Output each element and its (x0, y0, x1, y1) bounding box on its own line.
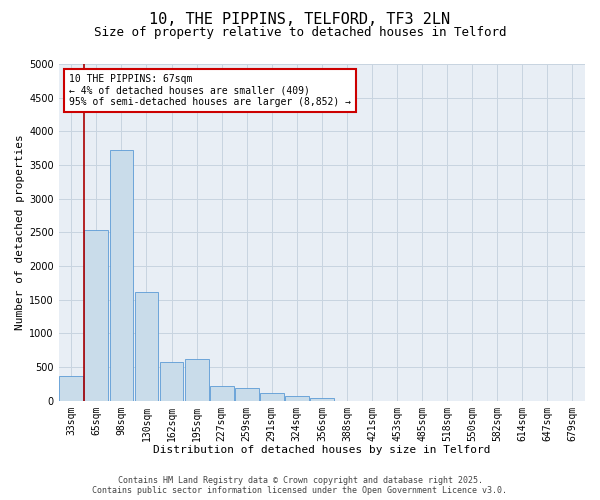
Bar (85, 230, 108, 400)
Bar (134, 292, 158, 401)
Bar (59, 376, 83, 400)
Bar (210, 386, 233, 400)
Bar (310, 398, 334, 400)
Bar (260, 394, 284, 400)
Bar (160, 362, 184, 401)
Text: 10, THE PIPPINS, TELFORD, TF3 2LN: 10, THE PIPPINS, TELFORD, TF3 2LN (149, 12, 451, 28)
Bar (285, 396, 309, 400)
Bar (185, 359, 209, 401)
Y-axis label: Number of detached properties: Number of detached properties (15, 134, 25, 330)
Bar (235, 388, 259, 400)
Text: Size of property relative to detached houses in Telford: Size of property relative to detached ho… (94, 26, 506, 39)
Text: Contains HM Land Registry data © Crown copyright and database right 2025.
Contai: Contains HM Land Registry data © Crown c… (92, 476, 508, 495)
Bar (110, 150, 133, 400)
X-axis label: Distribution of detached houses by size in Telford: Distribution of detached houses by size … (153, 445, 491, 455)
Text: 10 THE PIPPINS: 67sqm
← 4% of detached houses are smaller (409)
95% of semi-deta: 10 THE PIPPINS: 67sqm ← 4% of detached h… (70, 74, 352, 108)
